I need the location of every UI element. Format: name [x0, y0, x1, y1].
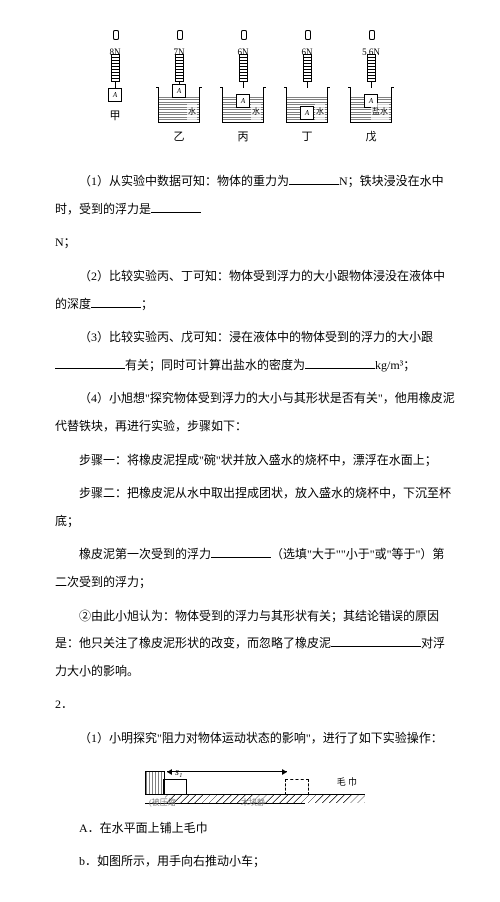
spring-scale-icon — [239, 54, 248, 82]
chinese-label: 戊 — [366, 125, 377, 150]
double-arrow-icon — [167, 771, 287, 772]
blank-input[interactable] — [91, 295, 141, 308]
spring-scale-icon — [111, 54, 120, 82]
block-in-liquid: A — [300, 106, 314, 120]
cart-ghost-icon — [285, 779, 309, 795]
reading-label: 7N — [174, 42, 185, 52]
reading-label: 5.6N — [362, 42, 380, 52]
question-1: （1）从实验中数据可知：物体的重力为N；铁块浸没在水中时，受到的浮力是 — [55, 168, 455, 223]
step-1: 步骤一：将橡皮泥捏成"碗"状并放入盛水的烧杯中，漂浮在水面上； — [55, 447, 455, 475]
fig-label: 毛 巾 — [337, 772, 357, 793]
fig-label: (被压缩 — [149, 794, 176, 812]
part2-q1: （1）小明探究"阻力对物体运动状态的影响"，进行了如下实验操作： — [55, 725, 455, 753]
beaker-icon: A水 — [222, 88, 264, 123]
cart-icon — [163, 779, 187, 795]
option-a: A．在水平面上铺上毛巾 — [55, 815, 455, 843]
hatch-surface-icon — [165, 795, 365, 803]
conclusion-line: ②由此小旭认为：物体受到的浮力与其形状有关；其结论错误的原因是：他只关注了橡皮泥… — [55, 603, 455, 686]
question-1-cont: N； — [55, 229, 455, 257]
reading-label: 6N — [302, 42, 313, 52]
blank-input[interactable] — [151, 200, 201, 213]
spring-scale-icon — [303, 54, 312, 82]
spring-scale-icon — [175, 54, 184, 82]
blank-input[interactable] — [305, 356, 375, 369]
chinese-label: 甲 — [110, 104, 121, 129]
block-in-liquid: A — [236, 94, 250, 108]
beaker-icon: A水 — [158, 88, 200, 123]
hand-icon — [366, 30, 376, 42]
question-2: （2）比较实验丙、丁可知：物体受到浮力的大小跟物体浸没在液体中的深度； — [55, 263, 455, 318]
setup-bing: 6N A水 丙 — [217, 30, 269, 150]
compare-line: 橡皮泥第一次受到的浮力（选填"大于""小于"或"等于"）第二次受到的浮力； — [55, 541, 455, 596]
blank-input[interactable] — [331, 634, 421, 647]
fig-label: 木块静 — [241, 794, 265, 812]
setup-ding: 6N A水 丁 — [281, 30, 333, 150]
hand-icon — [174, 30, 184, 42]
chinese-label: 乙 — [174, 125, 185, 150]
question-3: （3）比较实验丙、戊可知：浸在液体中的物体受到的浮力的大小跟有关；同时可计算出盐… — [55, 324, 455, 379]
setup-jia: 8N A 甲 — [89, 30, 141, 150]
section-2: 2． — [55, 691, 455, 719]
setup-wu: 5.6N A盐水 戊 — [345, 30, 397, 150]
beaker-icon: A水 — [286, 88, 328, 123]
reading-label: 6N — [238, 42, 249, 52]
question-4-intro: （4）小旭想"探究物体受到浮力的大小与其形状是否有关"，他用橡皮泥代替铁块，再进… — [55, 385, 455, 440]
launcher-icon — [145, 771, 165, 795]
block-in-liquid: A — [172, 84, 186, 98]
hand-icon — [238, 30, 248, 42]
chinese-label: 丁 — [302, 125, 313, 150]
beaker-icon: A盐水 — [350, 88, 392, 123]
hand-icon — [110, 30, 120, 42]
option-b: b．如图所示，用手向右推动小车； — [55, 848, 455, 876]
chinese-label: 丙 — [238, 125, 249, 150]
spring-scale-icon — [367, 54, 376, 82]
step-2: 步骤二：把橡皮泥从水中取出捏成团状，放入盛水的烧杯中，下沉至杯底； — [55, 480, 455, 535]
setup-yi: 7N A水 乙 — [153, 30, 205, 150]
hand-icon — [302, 30, 312, 42]
cart-figure: s₁ (被压缩 木块静 毛 巾 — [145, 759, 365, 805]
block-air: A — [108, 88, 122, 102]
blank-input[interactable] — [211, 545, 271, 558]
reading-label: 8N — [110, 42, 121, 52]
blank-input[interactable] — [55, 356, 125, 369]
blank-input[interactable] — [289, 172, 339, 185]
experiment-figure: 8N A 甲 7N A水 乙 6N A水 丙 6N A水 丁 5.6N A盐水 … — [89, 30, 455, 150]
